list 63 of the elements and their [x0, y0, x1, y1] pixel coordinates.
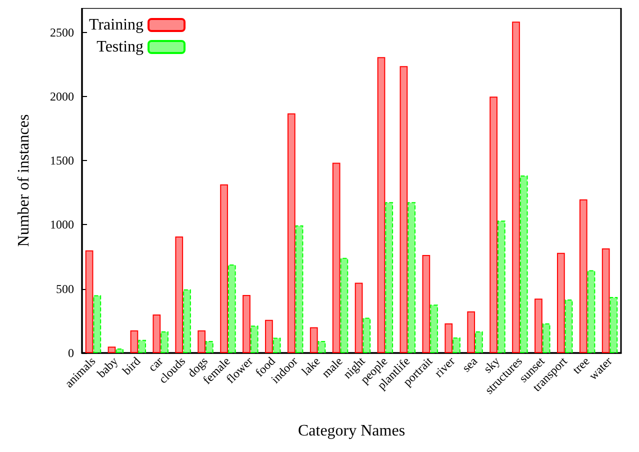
bar [354, 282, 363, 353]
bar [130, 330, 138, 353]
bar [587, 270, 596, 353]
bar [242, 295, 250, 353]
bar [497, 220, 506, 353]
bar [542, 323, 550, 353]
y-tick-label: 1500 [50, 154, 74, 168]
bar [310, 327, 318, 353]
bar [444, 323, 453, 353]
y-axis-title: Number of instances [16, 114, 32, 247]
y-tick-label: 500 [56, 282, 74, 296]
bar [556, 252, 565, 353]
bar [490, 96, 498, 353]
bar [332, 162, 340, 353]
bar [400, 66, 408, 353]
x-tick-label: river [432, 354, 458, 380]
bar [452, 337, 460, 353]
bar [610, 296, 618, 353]
bar [93, 295, 102, 353]
bar [206, 340, 214, 353]
bar [422, 255, 430, 353]
bar [602, 248, 610, 353]
bar [220, 184, 228, 353]
bar [475, 331, 483, 353]
bar [272, 338, 281, 353]
bar [287, 113, 296, 353]
bar [512, 22, 520, 353]
y-tick-label: 2500 [50, 25, 74, 40]
bar [430, 304, 438, 353]
bar [467, 311, 476, 353]
bar [579, 199, 588, 353]
bar [175, 236, 184, 353]
x-tick-label: bird [120, 354, 144, 378]
bar [265, 320, 273, 353]
legend-label: Testing [96, 38, 144, 56]
bar [564, 300, 573, 353]
bar [183, 289, 191, 353]
x-tick-label: sea [459, 354, 480, 375]
bar [408, 202, 416, 353]
bar [318, 340, 326, 353]
y-tick-label: 2000 [50, 89, 74, 104]
bar [116, 348, 124, 353]
bar [85, 250, 94, 353]
bar [138, 340, 146, 353]
bar [362, 318, 371, 353]
bar [377, 57, 386, 353]
x-axis-title: Category Names [298, 422, 406, 440]
bar [385, 202, 394, 353]
x-tick-label: baby [94, 354, 121, 380]
bar [340, 258, 348, 353]
bar [160, 331, 168, 353]
bar [198, 330, 206, 353]
bar [108, 346, 116, 353]
bar [250, 326, 258, 353]
bar [228, 264, 236, 353]
y-tick-label: 1000 [50, 218, 74, 232]
y-tick-label: 0 [68, 346, 74, 360]
bar [520, 176, 528, 353]
bar [152, 314, 161, 353]
bar [295, 225, 304, 353]
x-tick-label: car [145, 354, 166, 374]
bar [534, 298, 542, 353]
legend-label: Training [89, 16, 144, 34]
